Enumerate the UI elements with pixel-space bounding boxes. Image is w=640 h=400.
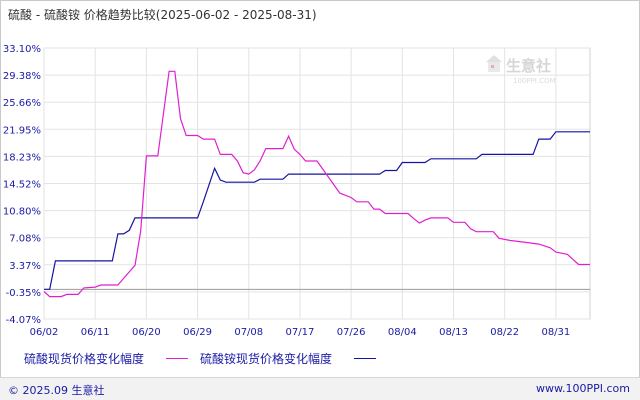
footer-copyright: © 2025.09 生意社 — [8, 384, 105, 397]
y-tick-label: -4.07% — [6, 315, 41, 326]
x-tick-label: 07/26 — [337, 327, 366, 338]
watermark-text: 生意社 — [506, 57, 551, 75]
x-tick-label: 07/08 — [234, 327, 263, 338]
watermark-url: 100PPI.COM — [513, 77, 556, 85]
y-tick-label: 33.10% — [3, 44, 41, 55]
y-tick-label: 29.38% — [3, 71, 41, 82]
y-tick-label: 14.52% — [3, 179, 41, 190]
legend-item-series-a: 硫酸铵现货价格变化幅度 — [200, 350, 332, 367]
y-tick-label: 18.23% — [3, 152, 41, 163]
x-tick-label: 08/22 — [490, 327, 519, 338]
chart-title: 硫酸 - 硫酸铵 价格趋势比较(2025-06-02 - 2025-08-31) — [8, 8, 317, 22]
x-tick-label: 07/17 — [286, 327, 315, 338]
y-tick-label: 21.95% — [3, 125, 41, 136]
x-tick-label: 06/02 — [30, 327, 59, 338]
x-tick-label: 08/13 — [439, 327, 468, 338]
x-tick-label: 08/04 — [388, 327, 417, 338]
x-tick-label: 06/29 — [183, 327, 212, 338]
footer-bar: © 2025.09 生意社 www.100PPI.com — [0, 377, 640, 400]
legend-swatch-series-a — [354, 358, 376, 359]
series-line-sulfuric-acid — [43, 70, 590, 298]
x-tick-label: 06/11 — [81, 327, 110, 338]
x-tick-label: 08/31 — [541, 327, 570, 338]
legend-label-series-a: 硫酸铵现货价格变化幅度 — [200, 352, 333, 366]
house-roof-icon — [486, 55, 502, 62]
x-tick-label: 06/20 — [132, 327, 161, 338]
legend-swatch-series-b — [166, 358, 188, 359]
y-axis-ticks: 33.10% 29.38% 25.66% 21.95% 18.23% 14.52% 10.8… — [3, 44, 41, 326]
grid-lines — [43, 47, 590, 320]
legend-item-series-b: 硫酸现货价格变化幅度 — [24, 350, 144, 367]
legend-label-series-b: 硫酸现货价格变化幅度 — [24, 352, 145, 366]
x-axis-ticks: 06/02 06/11 06/20 06/29 07/08 07/17 07/26 08/04… — [30, 327, 571, 338]
y-tick-label: 10.80% — [3, 207, 41, 218]
y-tick-label: 25.66% — [3, 98, 41, 109]
series-lines — [43, 70, 590, 298]
series-line-ammonium-sulfate — [44, 131, 590, 290]
y-tick-label: 3.37% — [9, 261, 41, 272]
footer-website-link[interactable]: www.100PPI.com — [536, 382, 630, 395]
y-tick-label: -0.35% — [6, 288, 41, 299]
y-tick-label: 7.08% — [9, 234, 41, 245]
watermark-logo: 生意社 100PPI.COM — [486, 55, 556, 85]
